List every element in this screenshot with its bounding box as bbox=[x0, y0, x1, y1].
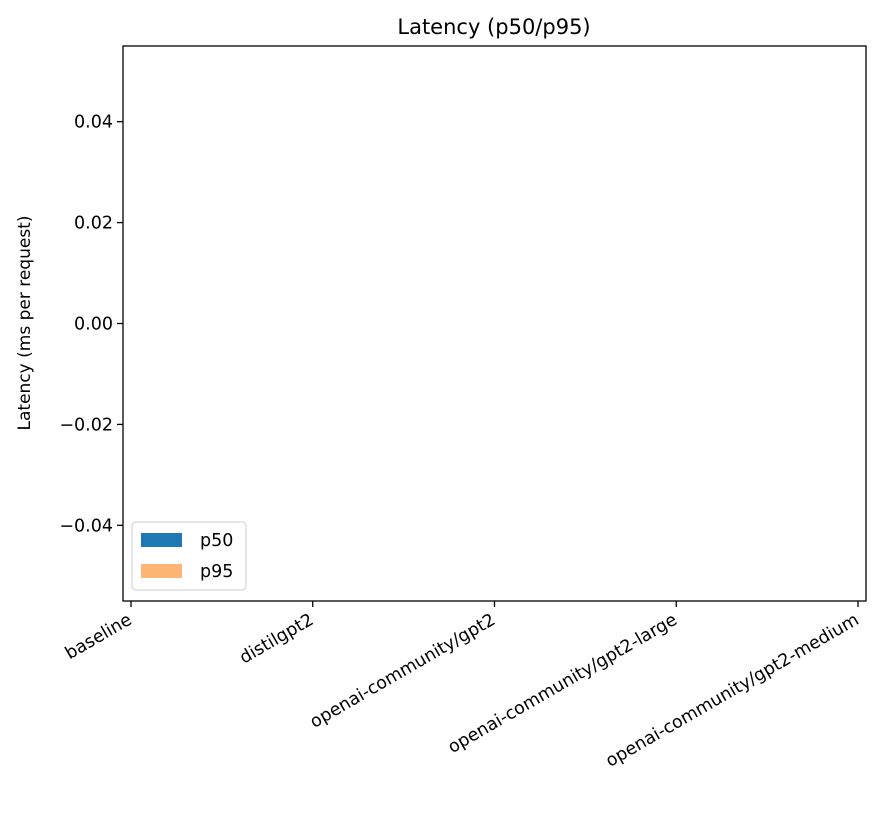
x-tick-label: baseline bbox=[62, 610, 135, 664]
legend-label-p95: p95 bbox=[200, 562, 233, 582]
legend: p50 p95 bbox=[131, 521, 247, 591]
legend-label-p50: p50 bbox=[200, 531, 233, 551]
x-axis: baseline distilgpt2openai-community/gpt2o… bbox=[62, 601, 863, 772]
y-axis: −0.04 −0.02 0.00 0.02 0.04 bbox=[59, 113, 123, 536]
x-tick-label: distilgpt2 bbox=[236, 610, 317, 668]
y-tick-label: 0.00 bbox=[74, 315, 113, 335]
x-tick-label: openai-community/gpt2 bbox=[307, 610, 499, 733]
chart-title: Latency (p50/p95) bbox=[397, 15, 590, 39]
y-axis-label: Latency (ms per request) bbox=[15, 216, 35, 431]
y-tick-label: −0.04 bbox=[59, 516, 113, 536]
legend-swatch-p95 bbox=[141, 564, 182, 578]
y-tick-label: −0.02 bbox=[59, 415, 113, 435]
y-tick-label: 0.04 bbox=[74, 113, 113, 133]
plot-frame bbox=[122, 45, 867, 602]
legend-swatch-p50 bbox=[141, 533, 182, 547]
y-tick-label: 0.02 bbox=[74, 214, 113, 234]
